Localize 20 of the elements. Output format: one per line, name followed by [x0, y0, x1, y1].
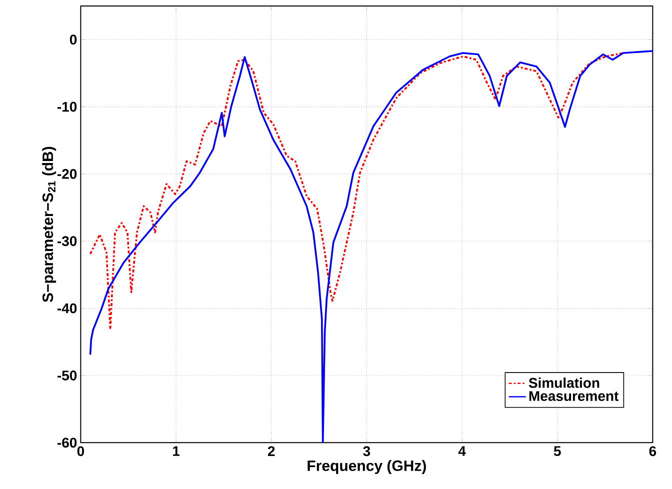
legend-label: Simulation: [528, 378, 600, 388]
x-tick-label: 4: [458, 446, 466, 456]
y-tick-label: -20: [57, 168, 77, 179]
y-tick-label: -60: [57, 438, 77, 448]
x-tick-label: 3: [363, 446, 370, 456]
y-tick-label: -40: [57, 303, 77, 314]
legend-label: Measurement: [529, 391, 619, 401]
x-axis-title: Frequency (GHz): [308, 460, 426, 474]
y-tick-label: -50: [57, 370, 77, 380]
y-axis-title: S−parameter−S$_{21}$ (dB): [42, 146, 56, 302]
y-tick-label: 0: [70, 34, 77, 45]
x-tick-label: 0: [77, 446, 84, 456]
y-tick-label: -30: [57, 236, 77, 246]
x-tick-label: 1: [173, 446, 180, 456]
line-series: [89, 50, 653, 443]
x-tick-label: 6: [649, 446, 656, 456]
x-tick-label: 5: [554, 446, 561, 456]
x-tick-label: 2: [268, 446, 275, 456]
y-tick-label: -10: [57, 102, 77, 112]
line-series: [89, 52, 624, 330]
